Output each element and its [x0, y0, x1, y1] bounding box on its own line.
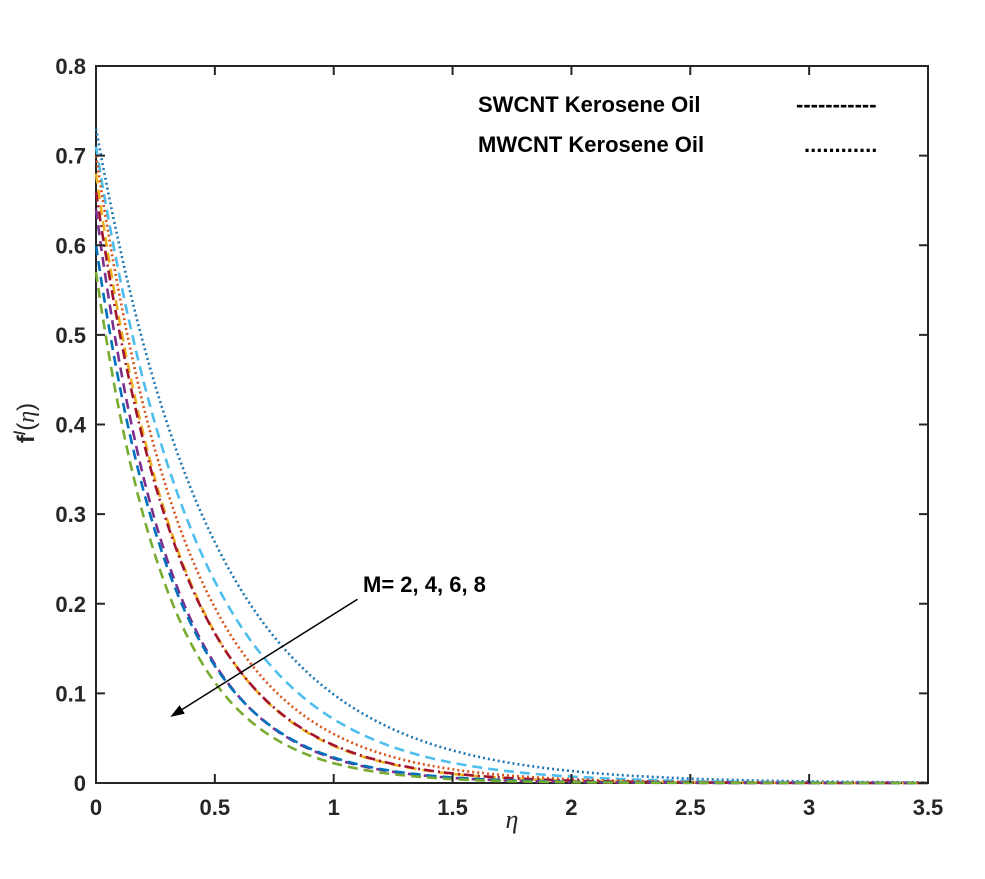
x-tick-label: 1.5: [437, 795, 468, 820]
y-tick-label: 0.7: [55, 144, 86, 169]
y-tick-label: 0.5: [55, 323, 86, 348]
series-line: [94, 191, 928, 785]
y-axis-label-prime: /: [12, 430, 29, 435]
legend-label-mwcnt: MWCNT Kerosene Oil: [478, 132, 704, 157]
x-tick-label: 0.5: [200, 795, 231, 820]
series-line: [94, 271, 928, 785]
annotation-arrow: [170, 598, 358, 717]
y-tick-label: 0.1: [55, 681, 86, 706]
y-axis-label: f/(η): [12, 403, 40, 443]
y-axis-label-var: η: [14, 411, 40, 423]
y-tick-label: 0.4: [55, 413, 86, 438]
y-tick-label: 0.6: [55, 233, 86, 258]
x-axis-label: η: [506, 805, 519, 834]
series-line: [94, 173, 928, 785]
legend-label-swcnt: SWCNT Kerosene Oil: [478, 92, 700, 117]
legend-marker-mwcnt: ............: [804, 132, 877, 157]
x-tick-label: 1: [328, 795, 340, 820]
x-tick-label: 3.5: [913, 795, 944, 820]
x-tick-label: 2: [565, 795, 577, 820]
y-tick-label: 0.8: [55, 54, 86, 79]
series-line: [94, 155, 928, 785]
annotation-label: M= 2, 4, 6, 8: [363, 572, 486, 597]
x-tick-label: 3: [803, 795, 815, 820]
y-tick-label: 0: [74, 771, 86, 796]
series-line: [94, 146, 928, 785]
x-tick-label: 0: [90, 795, 102, 820]
legend-marker-swcnt: -----------: [796, 92, 877, 117]
x-tick-label: 2.5: [675, 795, 706, 820]
series-layer: [94, 128, 928, 785]
axis-ticks: 0 0.5 1 1.5 2 2.5 3 3.5 0 0.1 0.2 0.3 0.4 0.5 0.6 0.7 0.…: [55, 54, 943, 820]
y-axis-label-base: f: [13, 434, 40, 443]
y-axis-label-close: ): [13, 403, 40, 411]
y-tick-label: 0.2: [55, 592, 86, 617]
legend: SWCNT Kerosene Oil ----------- MWCNT Ker…: [478, 92, 877, 157]
y-axis-label-open: (: [13, 423, 40, 431]
y-tick-label: 0.3: [55, 502, 86, 527]
